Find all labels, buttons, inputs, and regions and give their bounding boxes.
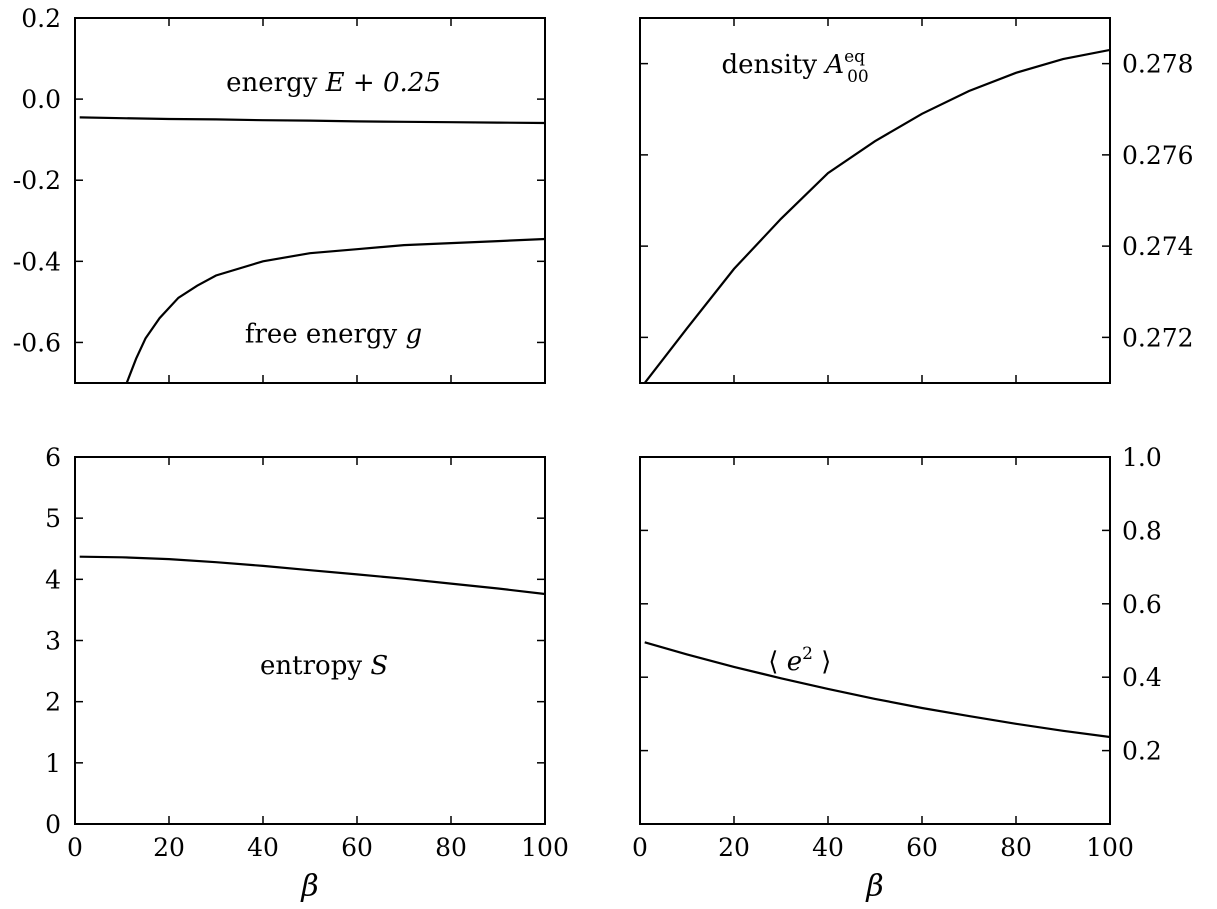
x-tick-label: 100 [521,833,569,862]
series-line-2 [125,237,545,383]
y-tick-label: 0.276 [1122,141,1194,170]
annotation-math: g [405,319,422,349]
y-tick-label: 0.2 [21,4,61,33]
plot-frame [74,17,546,384]
annotation-text: free energy [245,319,406,349]
annotation-text: entropy [260,651,370,681]
chart-panel-top-left: 0.2 0.0 -0.2 -0.4 -0.6 energy E + 0.25 free en… [13,4,546,384]
y-tick-label: 0.8 [1122,516,1162,545]
annotation-math: A [823,50,844,80]
annotation-text: density [721,50,825,80]
y-tick-label: 3 [45,627,61,656]
plot-frame [639,456,1111,825]
annotation: energy E + 0.25 [226,68,441,98]
x-tick-label: 80 [1000,833,1032,862]
x-axis-label: β [300,869,318,904]
x-tick-label: 100 [1086,833,1134,862]
plot-frame [74,456,546,825]
y-tick-label: 1 [45,749,61,778]
y-tick-label: -0.6 [13,328,61,357]
series-line-1 [643,48,1110,383]
x-tick-label: 20 [153,833,185,862]
y-tick-label: 0.2 [1122,737,1162,766]
y-tick-label: -0.4 [13,247,61,276]
chart-panel-bottom-left: 0 20 40 60 80 100 6 5 4 3 2 1 0 β entropy S [45,443,569,904]
series-line-1 [79,116,545,125]
y-tick-label: 5 [45,504,61,533]
annotation-subscript: 00 [847,67,869,87]
x-tick-label: 40 [247,833,279,862]
annotation-text: ⟨ [768,647,786,677]
annotation-superscript: eq [844,47,865,67]
series-line-1 [644,641,1110,739]
y-tick-label: 0.272 [1122,323,1194,352]
chart-panel-top-right: 0.278 0.276 0.274 0.272 density Aeq 00 [639,17,1194,384]
x-tick-label: 80 [435,833,467,862]
x-tick-label: 60 [341,833,373,862]
annotation-superscript: 2 [802,644,813,664]
x-tick-label: 0 [632,833,648,862]
y-tick-label: 0.278 [1122,50,1194,79]
y-tick-label: 6 [45,443,61,472]
y-tick-label: 0.6 [1122,590,1162,619]
annotation: entropy S [260,651,388,681]
y-tick-label: -0.2 [13,166,61,195]
x-tick-label: 60 [906,833,938,862]
y-tick-label: 2 [45,688,61,717]
chart-panel-bottom-right: 0 20 40 60 80 100 1.0 0.8 0.6 0.4 0.2 β ⟨ e2 ⟩ [632,443,1162,904]
x-axis-label: β [865,869,883,904]
annotation-tail: ⟩ [813,647,831,677]
annotation: density Aeq 00 [721,47,868,87]
y-tick-label: 0 [45,810,61,839]
y-tick-label: 0.4 [1122,663,1162,692]
series-line-1 [79,555,545,596]
y-tick-label: 0.0 [21,85,61,114]
annotation-math: S [370,651,388,681]
x-tick-label: 20 [718,833,750,862]
annotation-text: energy [226,68,326,98]
annotation-math: E + 0.25 [325,68,441,98]
y-tick-label: 0.274 [1122,232,1194,261]
annotation: free energy g [245,319,422,349]
y-tick-label: 1.0 [1122,443,1162,472]
y-tick-label: 4 [45,565,61,594]
x-tick-label: 40 [812,833,844,862]
annotation-math: e [787,647,802,677]
plot-frame [639,17,1111,384]
x-tick-label: 0 [67,833,83,862]
annotation: ⟨ e2 ⟩ [768,644,831,677]
